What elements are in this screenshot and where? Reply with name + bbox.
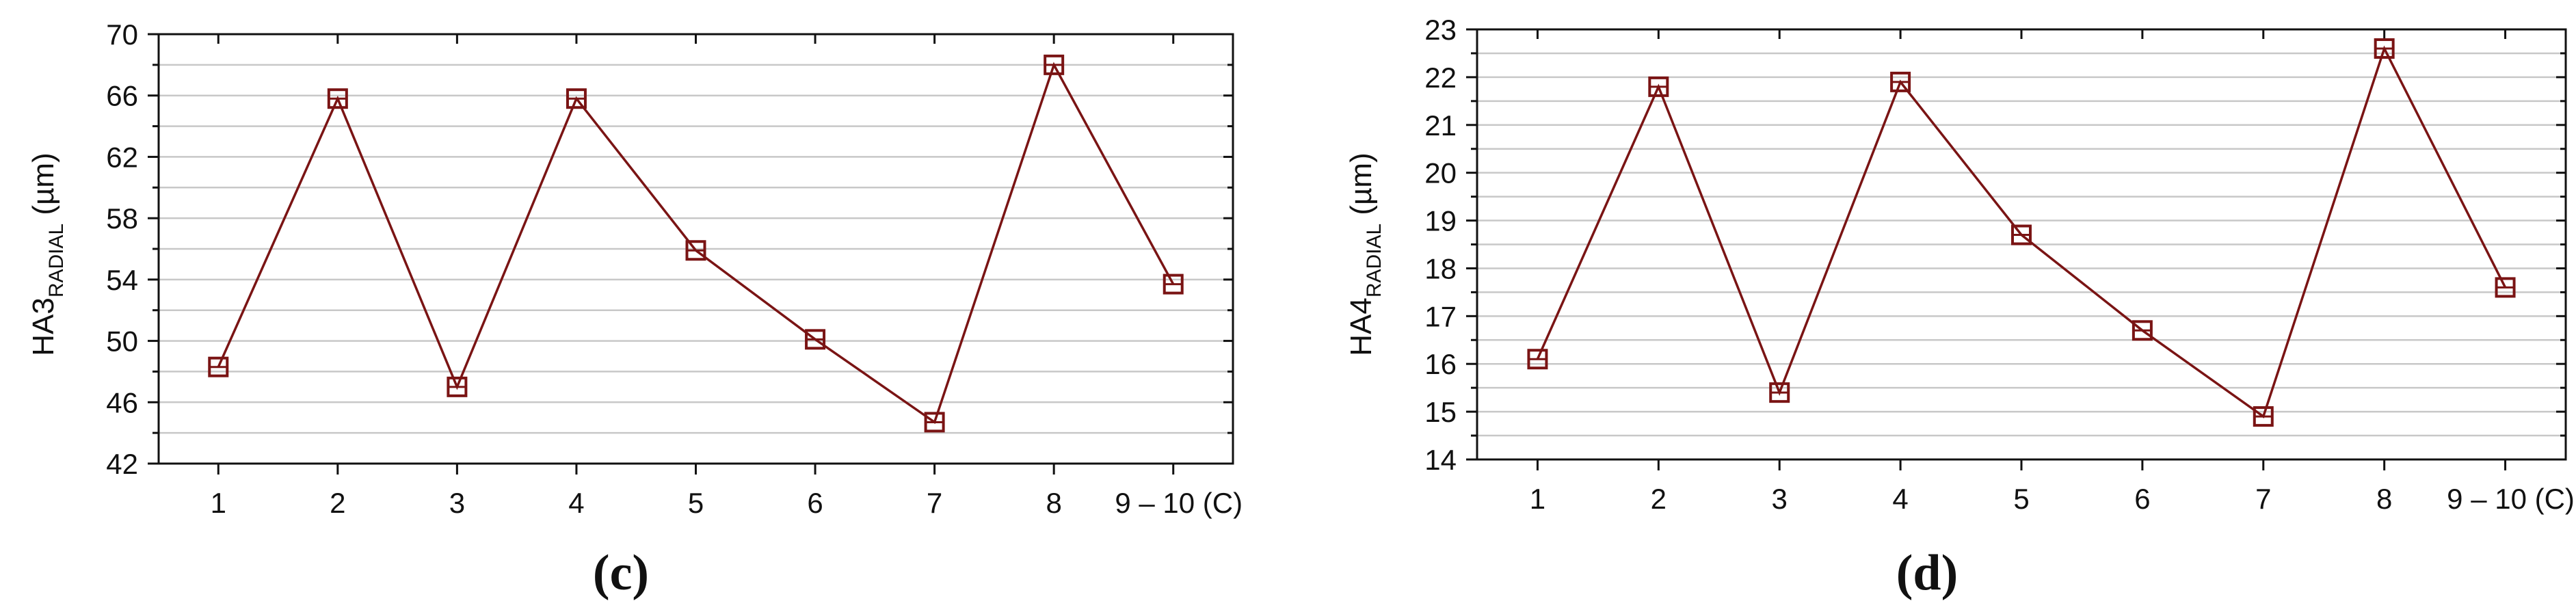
y-axis-title-main: HA4 [1344, 297, 1378, 356]
x-tick-label: 9 – 10 (C) [2447, 483, 2575, 515]
x-tick-label: 2 [330, 487, 345, 519]
x-tick-label: 6 [807, 487, 823, 519]
y-axis-title-d: HA4RADIAL (µm) [1344, 152, 1385, 356]
x-tick-label: 2 [1651, 483, 1667, 515]
y-tick-label: 58 [106, 202, 138, 235]
y-tick-label: 20 [1424, 157, 1457, 189]
y-tick-label: 23 [1424, 14, 1457, 46]
x-tick-label: 4 [1892, 483, 1908, 515]
y-tick-label: 22 [1424, 62, 1457, 94]
panel-label-d: (d) [1896, 545, 1958, 601]
y-tick-label: 70 [106, 18, 138, 51]
y-tick-label: 50 [106, 325, 138, 358]
y-tick-label: 17 [1424, 300, 1457, 332]
x-tick-label: 3 [449, 487, 465, 519]
y-tick-label: 14 [1424, 444, 1457, 476]
y-axis-title-unit: (µm) [27, 152, 60, 224]
panel-label-c: (c) [593, 545, 649, 601]
y-tick-label: 54 [106, 264, 138, 296]
chart-panel-c: 42 46 50 54 58 62 66 70 1 2 3 4 5 6 7 8 9 – 10 (C) [106, 18, 1243, 519]
x-tick-label: 5 [2013, 483, 2029, 515]
x-tick-label: 3 [1772, 483, 1788, 515]
x-tick-label: 1 [1530, 483, 1545, 515]
y-axis-title-subscript: RADIAL [45, 224, 68, 297]
y-tick-label: 21 [1424, 109, 1457, 142]
x-tick-label: 9 – 10 (C) [1115, 487, 1243, 519]
x-tick-label: 1 [211, 487, 226, 519]
x-tick-label: 4 [568, 487, 584, 519]
x-tick-label: 7 [927, 487, 942, 519]
y-tick-label: 42 [106, 448, 138, 480]
y-tick-label: 18 [1424, 252, 1457, 284]
y-axis-title-unit: (µm) [1344, 152, 1378, 224]
y-axis-title-main: HA3 [27, 297, 60, 356]
x-tick-label: 5 [688, 487, 704, 519]
y-tick-label: 15 [1424, 396, 1457, 428]
y-axis-title-c: HA3RADIAL (µm) [27, 152, 68, 356]
x-tick-label: 8 [1046, 487, 1061, 519]
x-tick-label: 6 [2134, 483, 2150, 515]
y-axis-title-subscript: RADIAL [1363, 224, 1385, 297]
y-tick-label: 62 [106, 141, 138, 173]
y-tick-label: 66 [106, 80, 138, 112]
y-tick-label: 19 [1424, 205, 1457, 237]
x-tick-label: 7 [2255, 483, 2271, 515]
y-tick-label: 46 [106, 386, 138, 418]
x-tick-label: 8 [2376, 483, 2392, 515]
y-tick-label: 16 [1424, 348, 1457, 380]
